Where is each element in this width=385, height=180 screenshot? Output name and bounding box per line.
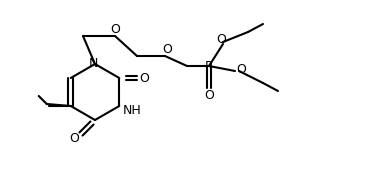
Text: N: N — [88, 57, 98, 69]
Text: NH: NH — [123, 103, 142, 116]
Text: P: P — [205, 60, 213, 73]
Text: O: O — [110, 22, 120, 35]
Text: O: O — [139, 71, 149, 84]
Text: O: O — [162, 42, 172, 55]
Text: O: O — [236, 62, 246, 75]
Text: O: O — [216, 33, 226, 46]
Text: O: O — [204, 89, 214, 102]
Text: O: O — [69, 132, 79, 145]
